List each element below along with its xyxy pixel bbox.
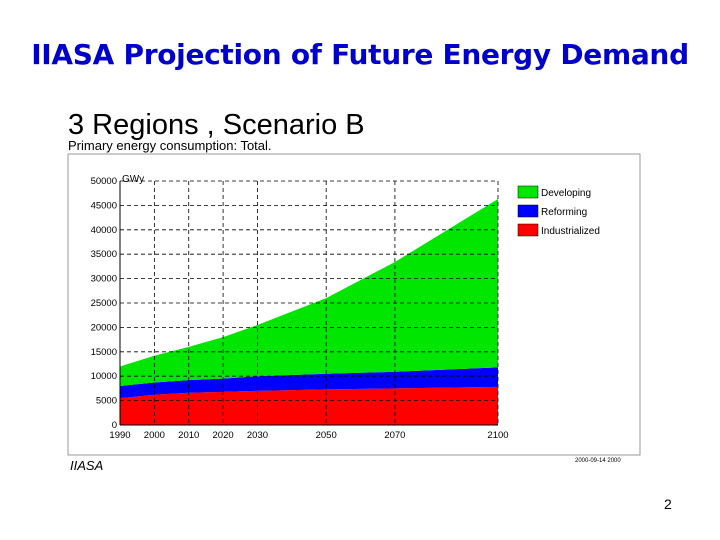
footer-code: 2000-09-14 2000 xyxy=(575,458,621,464)
y-tick-label: 30000 xyxy=(91,274,117,285)
slide-title: IIASA Projection of Future Energy Demand xyxy=(31,38,689,71)
legend: Developing Reforming Industrialized xyxy=(517,185,600,237)
axes: 0 5000 10000 15000 20000 25000 30000 35000 40000… xyxy=(91,176,509,441)
y-unit-label: GWy xyxy=(122,174,144,185)
x-tick-label: 2010 xyxy=(178,430,199,441)
y-tick-label: 35000 xyxy=(91,249,117,260)
legend-swatch-reforming xyxy=(517,204,539,218)
area-developing xyxy=(120,199,498,386)
energy-demand-chart: 3 Regions , Scenario B Primary energy co… xyxy=(67,109,641,473)
y-tick-label: 0 xyxy=(112,420,117,431)
slide-number: 2 xyxy=(664,496,672,512)
legend-label-reforming: Reforming xyxy=(541,207,587,218)
x-tick-label: 2000 xyxy=(144,430,165,441)
x-tick-label: 1990 xyxy=(109,430,130,441)
area-reforming xyxy=(120,367,498,399)
grid-lines xyxy=(119,180,499,426)
y-tick-label: 5000 xyxy=(96,396,117,407)
y-tick-label: 50000 xyxy=(91,176,117,187)
x-tick-label: 2070 xyxy=(384,430,405,441)
x-tick-label: 2100 xyxy=(487,430,508,441)
area-industrialized xyxy=(120,386,498,425)
y-tick-label: 15000 xyxy=(91,347,117,358)
y-tick-label: 20000 xyxy=(91,322,117,333)
legend-swatch-developing xyxy=(517,185,539,199)
chart-title: 3 Regions , Scenario B xyxy=(68,109,365,141)
legend-swatch-industrialized xyxy=(517,223,539,237)
chart-subtitle: Primary energy consumption: Total. xyxy=(68,138,272,153)
legend-label-developing: Developing xyxy=(541,188,591,199)
y-tick-label: 45000 xyxy=(91,200,117,211)
y-tick-label: 10000 xyxy=(91,371,117,382)
y-tick-label: 25000 xyxy=(91,298,117,309)
x-tick-label: 2050 xyxy=(316,430,337,441)
source-label: IIASA xyxy=(70,458,103,473)
y-tick-label: 40000 xyxy=(91,225,117,236)
legend-label-industrialized: Industrialized xyxy=(541,226,600,237)
x-tick-label: 2020 xyxy=(213,430,234,441)
area-layers xyxy=(120,199,498,425)
x-tick-label: 2030 xyxy=(247,430,268,441)
